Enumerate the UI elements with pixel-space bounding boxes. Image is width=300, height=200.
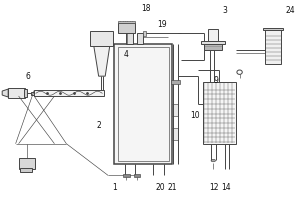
Text: 18: 18 (141, 4, 150, 13)
Text: 14: 14 (221, 183, 231, 192)
Bar (265, 29, 281, 64)
Bar (136, 33, 143, 44)
Bar (201, 41, 225, 44)
Text: 12: 12 (209, 183, 219, 192)
Text: 24: 24 (286, 6, 295, 15)
Text: 19: 19 (157, 20, 167, 29)
Bar (31, 92, 35, 95)
Bar (20, 168, 32, 172)
Bar (172, 128, 178, 140)
Bar (203, 82, 236, 144)
Bar (263, 28, 283, 30)
Bar (204, 44, 222, 50)
Text: 9: 9 (213, 76, 218, 85)
Text: 3: 3 (222, 6, 227, 15)
Text: 6: 6 (25, 72, 30, 81)
Bar (134, 174, 140, 177)
Polygon shape (2, 89, 8, 97)
Bar (123, 174, 130, 177)
Bar (114, 44, 172, 164)
Bar (142, 31, 146, 36)
Bar (8, 88, 25, 98)
Text: 20: 20 (156, 183, 165, 192)
Polygon shape (94, 46, 110, 76)
Text: 4: 4 (124, 50, 128, 59)
Bar (126, 33, 133, 44)
Text: 21: 21 (167, 183, 176, 192)
Bar (118, 23, 135, 33)
Bar (90, 31, 113, 46)
Bar (24, 89, 27, 97)
Text: 10: 10 (190, 111, 200, 120)
Bar (172, 104, 178, 116)
Ellipse shape (211, 159, 215, 162)
Bar (208, 29, 218, 41)
Text: 1: 1 (112, 183, 116, 192)
Bar (118, 47, 169, 161)
Bar (19, 158, 35, 169)
Text: 2: 2 (97, 121, 102, 130)
Bar (171, 80, 180, 84)
Bar (34, 90, 104, 96)
Bar (118, 21, 135, 23)
